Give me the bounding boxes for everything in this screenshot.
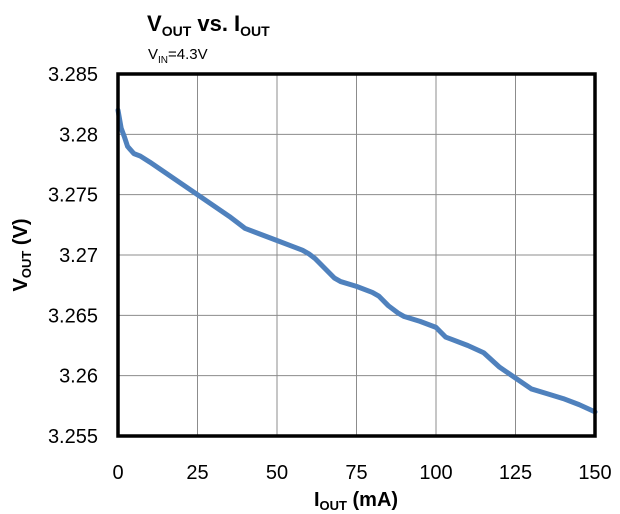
x-tick-label: 125 [499,462,532,484]
x-axis-label: IOUT (mA) [314,489,398,513]
x-tick-labels: 0 25 50 75 100 125 150 [112,462,611,484]
series-layer [115,107,598,415]
series-line-vout [115,107,598,415]
x-tick-label: 150 [578,462,611,484]
y-tick-labels: 3.255 3.26 3.265 3.27 3.275 3.28 3.285 [48,64,98,448]
y-tick-label: 3.255 [48,426,98,448]
x-tick-label: 75 [345,462,367,484]
x-tick-label: 50 [266,462,288,484]
y-tick-label: 3.275 [48,185,98,207]
y-axis-label: VOUT (V) [10,218,34,291]
y-tick-label: 3.285 [48,64,98,86]
x-tick-label: 100 [419,462,452,484]
y-tick-label: 3.265 [48,305,98,327]
plot-area-frame [116,72,597,438]
x-tick-label: 0 [112,462,123,484]
y-tick-label: 3.28 [59,124,98,146]
y-tick-label: 3.27 [59,245,98,267]
chart-subtitle: VIN=4.3V [148,46,208,66]
y-tick-label: 3.26 [59,366,98,388]
x-tick-label: 25 [186,462,208,484]
chart-title: VOUT vs. IOUT [147,11,270,39]
